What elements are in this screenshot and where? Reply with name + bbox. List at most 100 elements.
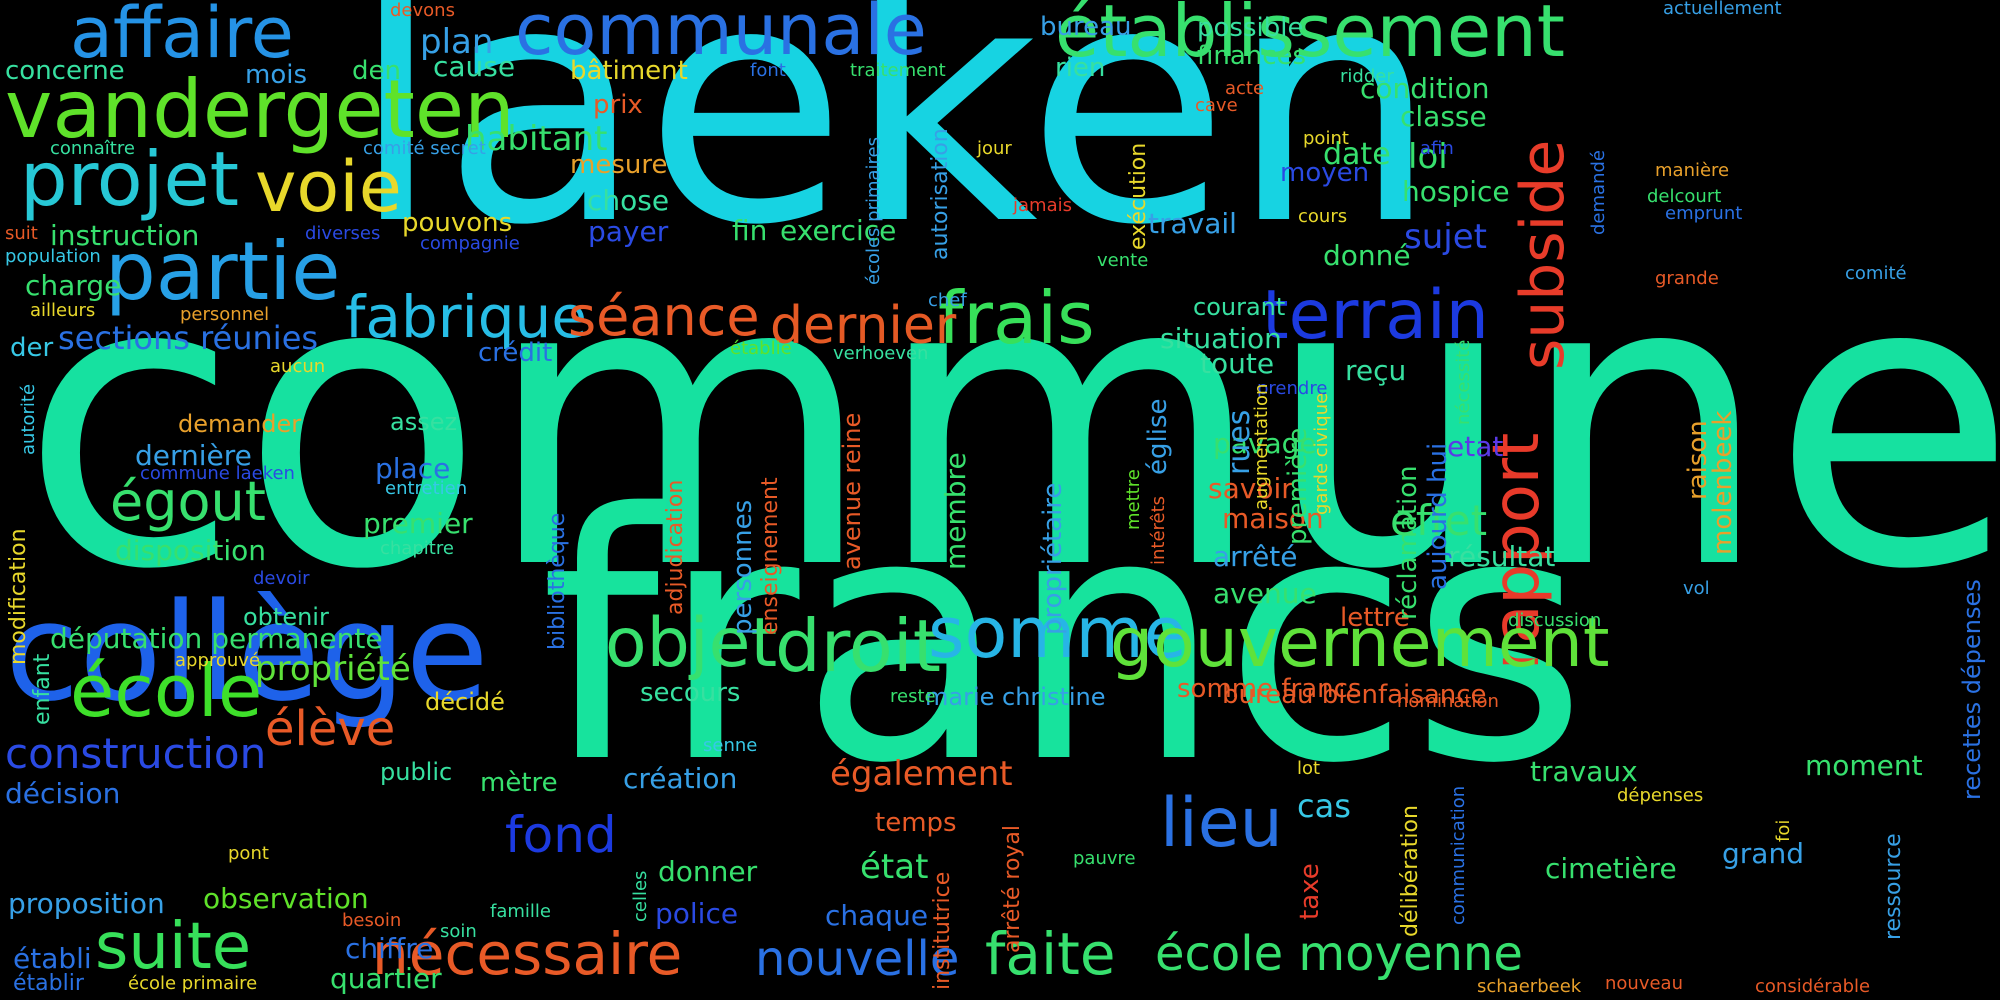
word: situation [1160,322,1282,355]
word: secours [640,678,741,708]
word: projet [20,135,240,223]
word: communication [1448,785,1469,925]
word: institutrice [930,871,955,990]
word: hospice [1402,175,1510,208]
word: senne [703,735,758,756]
word: autorisation [928,128,953,260]
word: verhoeven [833,343,929,364]
word: chef [928,290,967,311]
word: terrain [1262,276,1489,355]
word: travail [1148,207,1237,240]
word: somme francs [1177,674,1362,704]
word: vente [1097,250,1149,271]
word: mettre [1123,469,1144,530]
word: moment [1805,749,1923,782]
word: commune [20,192,2000,657]
word: besoin [342,910,402,931]
word: nouvelle [755,931,960,987]
word: pouvons [402,208,513,238]
word: chapitre [380,538,454,559]
word: fabrique [345,283,587,351]
word: séance [568,285,760,348]
word: avenue [1213,577,1317,610]
word: premier [363,507,473,540]
word: approuvé [175,650,261,671]
word: delcourt [1647,186,1722,207]
word: arrêté [1213,540,1298,573]
word: droit [775,604,942,688]
word: dernière [135,439,252,472]
word: somme [928,592,1187,674]
word: nécessaire [372,920,683,988]
word: courant [1193,293,1286,321]
word: crédit [478,338,553,368]
word: mois [245,60,308,90]
word: ridder [1340,66,1394,87]
word: résultat [1448,540,1556,573]
word: devons [390,0,455,21]
word: demander [178,410,302,438]
word: marie christine [925,683,1106,711]
word: enfant [30,653,55,725]
word: sujet [1404,217,1487,257]
word: exercice [780,214,897,247]
word: charge [25,269,122,302]
word: pont [228,843,269,864]
word: fin [732,214,768,247]
word: population [5,246,101,267]
word: gouvernement [1110,604,1610,683]
word: molenbeek [1708,410,1738,556]
word: comité secret [363,138,486,159]
word: nécessité [1453,339,1474,425]
word: font [750,60,786,81]
word: acte [1225,78,1265,99]
word: voie [255,146,402,228]
word: frais [938,276,1095,360]
word: établi [13,942,92,975]
word: affaire [70,0,294,74]
word: temps [875,808,957,838]
word: comité [1845,263,1907,284]
word: établir [13,971,84,996]
word: modification [6,528,31,665]
word: chiffre [345,932,434,965]
word: mètre [480,768,558,798]
word: aujourd hui [1423,442,1453,590]
word: dépenses [1617,785,1704,806]
word: garde civique [1311,392,1332,515]
word: maison [1222,502,1324,535]
word: ailleurs [30,300,96,321]
word: exécution [1126,142,1151,250]
word: grande [1655,268,1719,289]
word: délibération [1398,805,1423,937]
word: soin [440,921,477,942]
word: savoir [1208,472,1293,505]
word: date [1323,137,1391,172]
word: proposition [8,887,165,920]
word: suit [5,223,38,244]
word: manière [1655,160,1730,181]
word: reçu [1345,354,1407,387]
word: traitement [850,60,946,81]
word: collège [5,574,489,731]
word: ressource [1881,833,1906,940]
word: loi [1408,137,1448,177]
word: nouveau [1605,973,1683,994]
word: intérêts [1148,495,1169,565]
word: construction [5,729,267,778]
word: enseignement [758,477,783,635]
word: cimetière [1545,852,1677,885]
word: toute [1200,347,1275,380]
word: finances [1197,41,1307,71]
word: arrêté royal [1000,824,1025,953]
word: jamais [1013,195,1072,216]
word: entretien [385,478,468,499]
word: connaître [50,138,135,159]
word: concerne [5,56,125,86]
word: cause [433,50,516,83]
word: suite [95,910,252,984]
word: commune laeken [140,463,295,484]
word: francs [540,442,1588,838]
word: taxe [1295,863,1325,920]
